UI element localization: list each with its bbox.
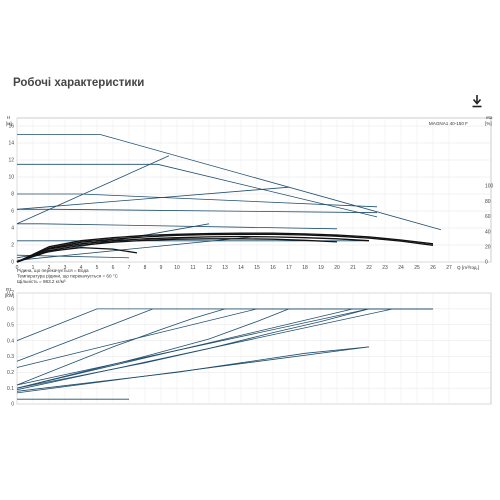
- annotation-3: Щільність = 983.2 кг/м³: [17, 279, 66, 284]
- y-tick-label: 0.6: [7, 307, 14, 313]
- x-tick-label: 0: [16, 265, 19, 271]
- series-hq-line: [17, 134, 442, 231]
- y-tick-label: 0.3: [7, 354, 14, 360]
- x-axis-unit: [m³/год.]: [462, 265, 479, 270]
- x-tick-label: 12: [206, 265, 212, 271]
- x-tick-label: 9: [160, 265, 163, 271]
- x-tick-label: 10: [174, 265, 180, 271]
- series-hq-line: [17, 223, 338, 230]
- x-tick-label: 27: [446, 265, 452, 271]
- y-axis-unit: [kW]: [5, 293, 14, 298]
- series-eta-line: [16, 235, 370, 263]
- y2-tick-label: 60: [485, 214, 491, 220]
- y-tick-label: 0: [11, 402, 14, 408]
- x-tick-label: 25: [414, 265, 420, 271]
- y-tick-label: 0.4: [7, 338, 14, 344]
- series-eta-line: [16, 238, 338, 263]
- x-tick-label: 13: [222, 265, 228, 271]
- y2-axis-unit: [%]: [485, 121, 492, 126]
- x-tick-label: 24: [398, 265, 404, 271]
- y-tick-label: 6: [11, 209, 14, 215]
- series-control-line: [16, 155, 170, 225]
- y-tick-label: 8: [11, 192, 14, 198]
- series-eta-line: [16, 232, 434, 263]
- series-p1curve-line: [16, 308, 370, 389]
- x-tick-label: 5: [96, 265, 99, 271]
- x-tick-label: 2: [48, 265, 51, 271]
- x-tick-label: 20: [334, 265, 340, 271]
- y-tick-label: 0.1: [7, 386, 14, 392]
- legend-entry: MAGNA1 40-150 F: [429, 121, 468, 126]
- y2-tick-label: 100: [485, 184, 494, 190]
- x-tick-label: 16: [270, 265, 276, 271]
- x-tick-label: 8: [144, 265, 147, 271]
- x-tick-label: 14: [238, 265, 244, 271]
- y2-axis-label: eta: [486, 115, 493, 120]
- y-tick-label: 12: [8, 158, 14, 164]
- y-tick-label: 2: [11, 243, 14, 249]
- y-axis-label: H: [7, 115, 10, 120]
- y-tick-label: 0: [11, 260, 14, 266]
- page-title: Робочі характеристики: [13, 77, 145, 89]
- series-p1curve-line: [16, 346, 370, 392]
- power-panel: 0 0.1 0.2 0.3 0.4 0.5 0.6 0.7P1[kW]: [5, 287, 492, 408]
- series-p1curve-line: [16, 308, 290, 389]
- series-hq-line: [17, 193, 378, 208]
- x-tick-label: 26: [430, 265, 436, 271]
- x-tick-label: 7: [128, 265, 131, 271]
- y-axis-unit: [м]: [6, 121, 12, 126]
- series-control-line: [16, 186, 290, 210]
- x-tick-label: 1: [32, 265, 35, 271]
- y-tick-label: 10: [8, 175, 14, 181]
- x-axis-label: Q: [457, 265, 461, 270]
- y2-tick-label: 20: [485, 245, 491, 251]
- y2-tick-label: 0: [485, 260, 488, 266]
- download-icon[interactable]: [471, 94, 483, 108]
- x-tick-label: 22: [366, 265, 372, 271]
- series-eta-line: [16, 246, 138, 263]
- x-tick-label: 23: [382, 265, 388, 271]
- annotation-2: Температура рідини, що перекачується = 6…: [17, 274, 119, 279]
- series-p1curve-line: [16, 308, 226, 386]
- x-tick-label: 3: [64, 265, 67, 271]
- y-tick-label: 14: [8, 141, 14, 147]
- annotation-1: Рідина, що перекачується = Вода: [17, 268, 89, 273]
- y-axis-label: P1: [6, 287, 12, 292]
- y-tick-label: 4: [11, 226, 14, 232]
- y2-tick-label: 40: [485, 229, 491, 235]
- x-tick-label: 15: [254, 265, 260, 271]
- y2-tick-label: 80: [485, 199, 491, 205]
- x-tick-label: 4: [80, 265, 83, 271]
- series-hq-line: [17, 163, 378, 218]
- y-tick-label: 16: [8, 124, 14, 130]
- x-tick-label: 17: [286, 265, 292, 271]
- x-tick-label: 6: [112, 265, 115, 271]
- x-tick-label: 21: [350, 265, 356, 271]
- x-tick-label: 18: [302, 265, 308, 271]
- series-p1-line: [16, 308, 433, 391]
- y-tick-label: 0.5: [7, 322, 14, 328]
- series-hq-line: [17, 208, 378, 214]
- x-tick-label: 19: [318, 265, 324, 271]
- y-tick-label: 0.2: [7, 370, 14, 376]
- series-control-line: [16, 236, 258, 261]
- x-tick-label: 11: [190, 265, 195, 271]
- series-eta-line: [16, 233, 434, 263]
- y-tick-label: 0.7: [7, 291, 14, 297]
